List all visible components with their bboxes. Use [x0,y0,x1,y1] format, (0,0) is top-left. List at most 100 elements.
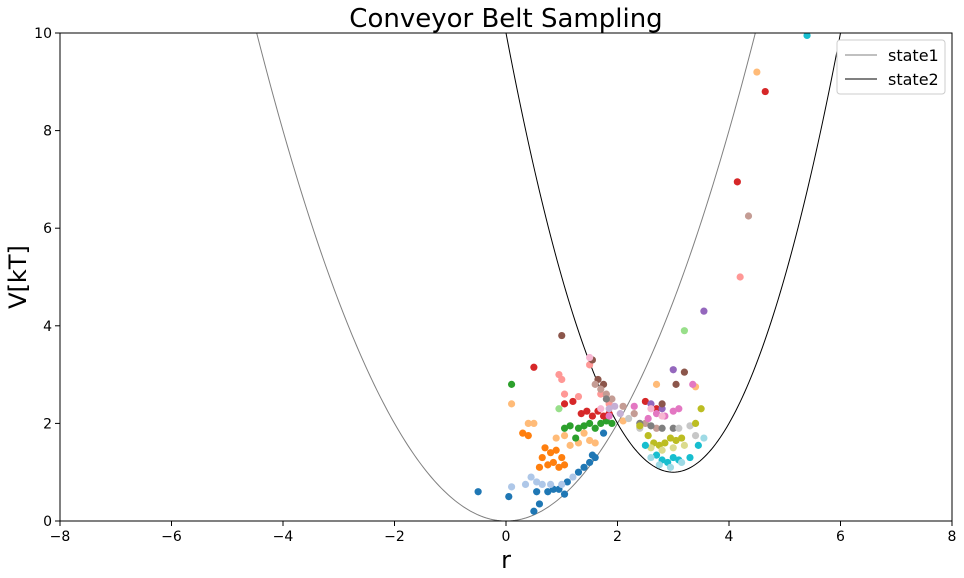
scatter-point [560,461,569,469]
scatter-point [547,449,555,457]
x-tick-label: −2 [384,529,405,545]
y-tick-label: 0 [43,514,52,530]
scatter-point [588,412,597,420]
scatter-point [533,488,541,496]
scatter-point [658,400,666,408]
scatter-point [591,424,599,432]
x-tick-label: −8 [50,529,71,545]
x-axis-label: r [501,546,511,574]
scatter-point [666,463,675,471]
scatter-point [569,473,577,481]
scatter-point [680,327,689,335]
scatter-point [474,488,482,496]
scatter-point [669,444,677,452]
scatter-point [535,463,544,471]
scatter-point [611,402,619,410]
scatter-point [558,480,566,488]
scatter-point [569,397,577,406]
chart-title: Conveyor Belt Sampling [349,4,662,34]
scatter-point [686,453,694,462]
legend-label-state1: state1 [888,46,939,65]
scatter-point [507,380,516,388]
scatter-point [560,400,569,408]
scatter-point [680,368,689,376]
scatter-point [753,68,761,76]
scatter-point [586,458,594,467]
scatter-point [669,453,677,462]
scatter-point [652,451,661,459]
scatter-point [591,453,599,462]
y-tick-label: 6 [43,221,52,237]
scatter-point [675,405,683,413]
scatter-point [560,390,569,398]
scatter-point [625,414,633,423]
scatter-point [658,424,666,432]
scatter-point [507,483,516,491]
scatter-point [697,405,705,413]
scatter-point [669,424,677,432]
scatter-point [547,480,555,488]
scatter-point [544,488,552,496]
x-axis: −8 −6 −4 −2 0 2 4 6 8 [50,521,957,545]
scatter-point [530,363,538,371]
y-tick-label: 2 [43,416,52,432]
scatter-point [527,473,535,481]
scatter-point [636,422,644,430]
potential-curves [256,33,842,521]
scatter-point [652,380,661,388]
scatter-point [678,434,686,442]
scatter-point [652,424,661,432]
legend-label-state2: state2 [888,70,939,89]
scatter-point [524,419,532,427]
scatter-point [803,33,811,40]
scatter-point [533,478,541,486]
scatter-point [560,424,569,432]
scatter-point [544,461,552,469]
scatter-point [580,429,588,437]
scatter-point [619,417,627,425]
y-tick-label: 8 [43,124,52,140]
scatter-point [538,480,546,488]
scatter-point [680,441,689,449]
x-tick-label: 0 [502,529,511,545]
scatter-points [474,33,811,515]
scatter-point [560,432,569,440]
y-axis-label: V[kT] [4,245,32,309]
scatter-point [586,353,594,362]
scatter-point [552,434,560,442]
scatter-point [530,419,538,427]
scatter-point [586,419,594,427]
scatter-point [686,422,694,430]
scatter-point [597,419,605,427]
scatter-point [580,463,588,471]
scatter-point [608,419,616,427]
y-tick-label: 10 [34,26,52,42]
scatter-point [566,422,574,430]
scatter-point [675,424,683,432]
scatter-point [574,468,583,476]
scatter-point [574,424,583,432]
scatter-point [630,410,638,418]
scatter-point [644,432,652,440]
scatter-point [530,507,538,515]
scatter-point [652,410,661,418]
scatter-point [647,444,655,452]
x-tick-label: 8 [948,529,957,545]
scatter-point [599,412,608,420]
scatter-point [599,429,608,437]
scatter-point [689,380,697,388]
scatter-point [647,405,655,413]
x-tick-label: −6 [161,529,182,545]
scatter-point [672,436,680,445]
x-tick-label: 4 [725,529,734,545]
scatter-point [555,463,563,471]
scatter-point [535,500,544,508]
y-axis: 0 2 4 6 8 10 [34,26,60,530]
scatter-point [733,178,741,186]
scatter-point [563,478,571,486]
scatter-point [605,405,613,413]
scatter-point [541,444,549,452]
x-tick-label: 2 [613,529,622,545]
scatter-point [669,366,677,374]
